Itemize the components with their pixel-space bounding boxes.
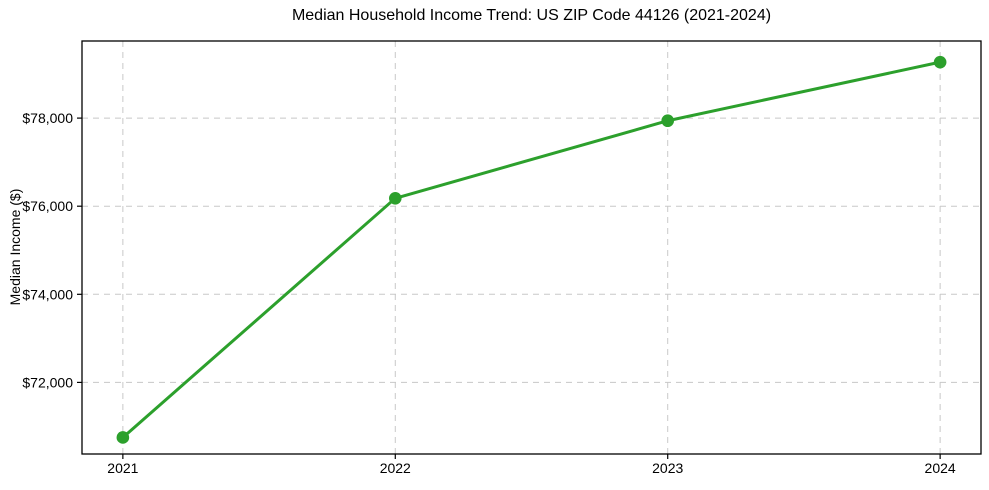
x-tick-label: 2022: [380, 460, 411, 476]
data-point-marker: [116, 431, 130, 444]
y-tick-label: $76,000: [22, 198, 73, 214]
data-point-marker: [933, 55, 947, 69]
chart-title: Median Household Income Trend: US ZIP Co…: [291, 7, 772, 24]
y-tick-label: $78,000: [22, 110, 73, 126]
x-tick-label: 2023: [652, 460, 683, 476]
trend-line: [121, 60, 942, 439]
plot-border: [81, 40, 982, 455]
y-tick-label: $72,000: [22, 374, 73, 390]
data-point-marker: [388, 191, 402, 205]
x-tick-label: 2021: [107, 460, 138, 476]
data-point-marker: [661, 114, 675, 128]
y-tick-label: $74,000: [22, 286, 73, 302]
x-tick-label: 2024: [925, 460, 956, 476]
